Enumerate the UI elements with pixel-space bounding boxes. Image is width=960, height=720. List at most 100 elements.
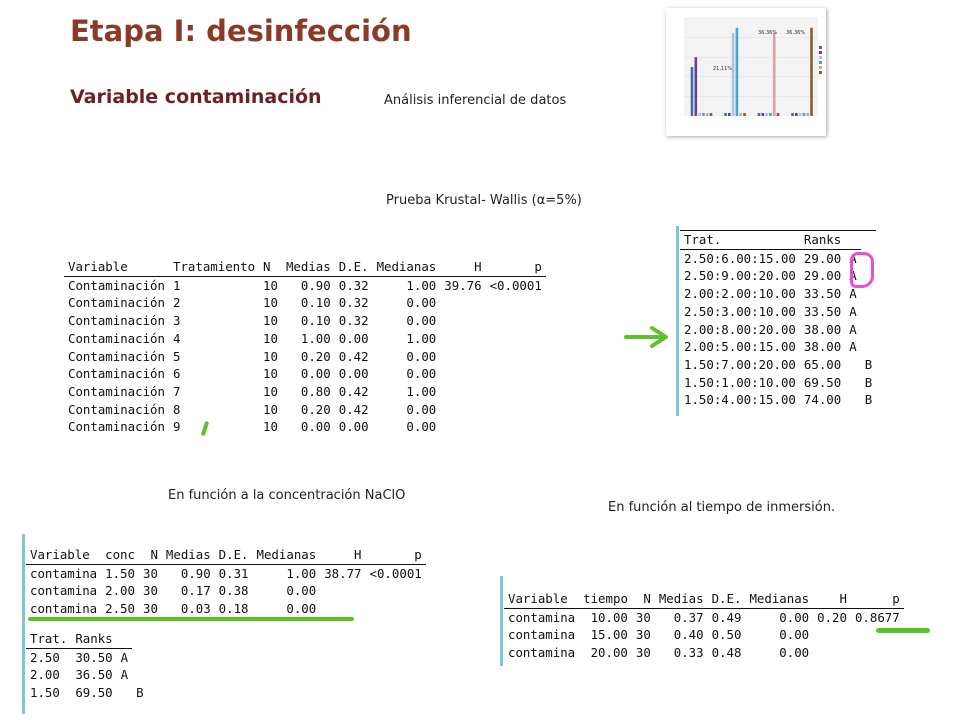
table-cell: 0.00 [406, 419, 437, 435]
table-cell: 10 [263, 419, 278, 435]
bars [690, 27, 813, 117]
column-header: H [440, 258, 486, 277]
table-row: contamina 10.00 30 0.37 0.49 0.00 0.20 0.8677 [504, 608, 904, 626]
column-header: p [850, 590, 904, 609]
chart-bar [690, 67, 694, 116]
column-header: Medias [161, 546, 215, 565]
table-cell [861, 338, 876, 356]
table-row: 2.00:2.00:10.00 33.50 A [680, 285, 876, 303]
table-row: Contaminación 9 10 0.00 0.00 0.00 [64, 418, 546, 436]
table-row: 2.50:3.00:10.00 33.50 A [680, 303, 876, 321]
table-cell: 0.00 [286, 583, 317, 599]
table-cell: 10 [263, 313, 278, 329]
table-row: 2.50:9.00:20.00 29.00 A [680, 267, 876, 285]
table-cell: 0.20 [817, 609, 847, 625]
table-cell [486, 365, 546, 383]
concentration-ranks-table: Trat. Ranks 2.50 30.50 A 2.00 36.50 A 1.50 69.50 B [26, 629, 148, 702]
chart-bar [702, 113, 705, 116]
table-cell [845, 356, 860, 374]
table-row: contamina 15.00 30 0.40 0.50 0.00 [504, 626, 904, 644]
thumbnail-chart: 21,11% 36,36% 36,36% [666, 8, 826, 136]
table-cell: 0.00 [338, 419, 369, 435]
table-cell: 2.50:3.00:10.00 [684, 303, 796, 319]
magenta-circle-mark [850, 252, 874, 288]
column-header: Medianas [252, 546, 321, 565]
table-cell: 7 [172, 383, 181, 399]
table-cell: 30 [142, 565, 158, 581]
table-cell: 0.31 [218, 565, 249, 581]
legend-swatch [819, 46, 822, 49]
table-cell: 0.00 [779, 609, 810, 625]
output-margin-bar-2 [22, 534, 25, 714]
table-cell: 2.50 [105, 601, 135, 617]
chart-bar [694, 57, 698, 116]
column-header: H [813, 590, 851, 609]
table-cell [366, 600, 426, 618]
ranks-output: Trat. Ranks 2.50:6.00:15.00 29.00 A 2.50:9.00… [680, 226, 910, 418]
column-header: D.E. [214, 546, 253, 565]
column-header: Variable [64, 258, 169, 277]
table-cell [440, 312, 485, 330]
table-cell: 10.00 [590, 609, 628, 625]
table-cell: 0.42 [338, 348, 369, 364]
table-cell: 30.50 [75, 649, 113, 665]
table-cell: 1 [172, 277, 181, 293]
table-cell: 2.50 [30, 649, 60, 665]
output-margin-bar [676, 226, 679, 416]
table-cell: 2.00 [30, 667, 60, 683]
table-row: 2.00:5.00:15.00 38.00 A [680, 338, 876, 356]
table-cell: 2.00:5.00:15.00 [684, 339, 796, 355]
table-cell: 0.32 [338, 295, 369, 311]
column-header: N [138, 546, 162, 565]
table-row: Contaminación 7 10 0.80 0.42 1.00 [64, 383, 546, 401]
table-cell: 15.00 [590, 627, 628, 643]
table-cell [132, 666, 147, 684]
table-cell: 0.00 [338, 330, 369, 346]
chart-bar [798, 113, 802, 116]
table-cell [486, 330, 546, 348]
table-cell [440, 418, 485, 436]
table-row: contamina 20.00 30 0.33 0.48 0.00 [504, 644, 904, 662]
concentration-caption: En función a la concentración NaClO [168, 488, 406, 503]
table-cell: 1.50 [30, 684, 60, 700]
table-cell: 30 [142, 601, 158, 617]
table-cell: 0.10 [300, 295, 331, 311]
table-cell: contamina [30, 583, 98, 599]
table-cell: 0.32 [338, 313, 369, 329]
table-cell: 0.20 [300, 401, 331, 417]
column-header: Medias [654, 590, 708, 609]
table-cell [117, 684, 132, 702]
table-cell: 0.00 [779, 627, 810, 643]
table-cell: 2.50:6.00:15.00 [684, 250, 796, 266]
chart-bar [810, 27, 813, 116]
table-cell: B [136, 684, 144, 700]
chart-bar [761, 113, 765, 116]
table-cell: 0.03 [180, 601, 211, 617]
table-cell: Contaminación [68, 383, 165, 399]
table-cell: 0.00 [406, 366, 437, 382]
green-underline-mark [28, 617, 354, 621]
table-cell: 1.00 [286, 565, 317, 581]
table-cell [440, 348, 485, 366]
bar-label-2: 36,36% [758, 30, 777, 36]
table-cell [486, 348, 546, 366]
chart-bar [772, 32, 776, 117]
table-cell [440, 383, 485, 401]
table-cell: 0.42 [338, 401, 369, 417]
table-cell [813, 644, 851, 662]
table-cell: 0.50 [711, 627, 742, 643]
table-cell [845, 374, 860, 392]
table-cell: 0.17 [180, 583, 211, 599]
table-cell: 38.00 [803, 339, 842, 355]
table-cell: 0.10 [300, 313, 331, 329]
column-header [845, 230, 861, 250]
table-cell: 0.20 [300, 348, 331, 364]
table-cell: 1.50 [105, 565, 135, 581]
table-cell [440, 294, 485, 312]
column-header: Trat. [680, 230, 800, 250]
table-cell: Contaminación [68, 348, 165, 364]
column-header: Medias [281, 258, 335, 277]
table-cell: 39.76 [444, 277, 482, 293]
